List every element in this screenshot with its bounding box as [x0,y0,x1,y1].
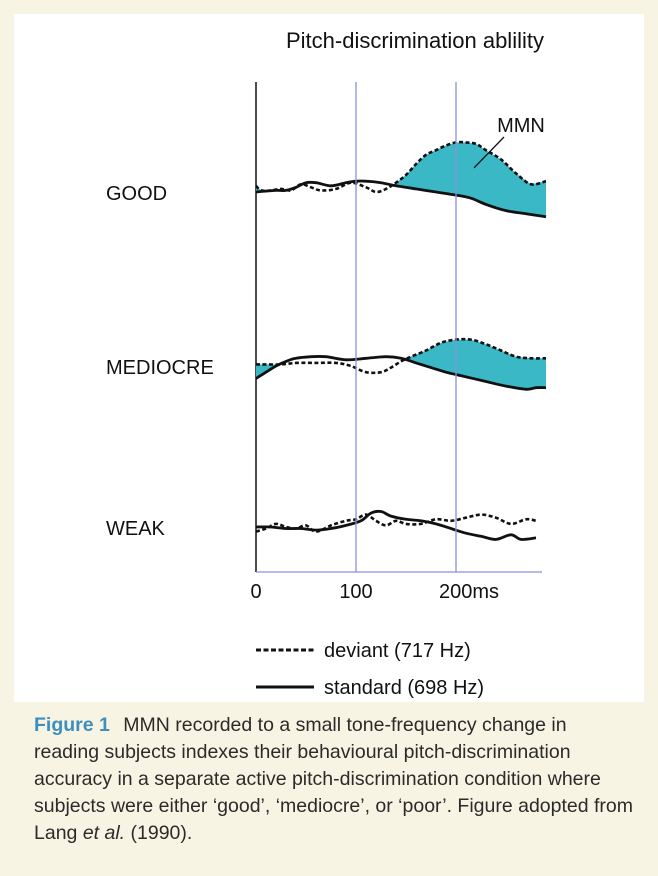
x-tick-label: 200ms [439,581,499,603]
erp-chart: Pitch-discrimination ablility GOOD MMN MED… [106,28,547,699]
panel-weak: WEAK [106,509,537,541]
caption-text: MMN recorded to a small tone-frequency c… [34,714,634,844]
figure-panel: Pitch-discrimination ablility GOOD MMN MED… [14,14,644,702]
group-label: MEDIOCRE [106,357,214,379]
figure-label: Figure 1 [34,714,110,736]
plot-layer: GOOD MMN MEDIOCRE WEAK 0 100 200ms [106,82,547,603]
figure-caption: Figure 1 MMN recorded to a small tone-fr… [34,712,634,847]
standard-curve [255,179,547,219]
mmn-annotation-label: MMN [497,115,545,137]
deviant-curve [255,140,547,194]
group-label: GOOD [106,183,167,205]
panel-mediocre: MEDIOCRE [106,337,547,391]
standard-curve [255,355,547,391]
panel-good: GOOD MMN [106,115,547,219]
deviant-curve [255,513,537,533]
mmn-shaded-area [256,339,546,390]
legend-label: deviant (717 Hz) [324,640,471,662]
x-tick-label: 100 [339,581,372,603]
x-tick-label: 0 [250,581,261,603]
legend-label: standard (698 Hz) [324,677,484,699]
standard-curve [255,509,537,541]
group-label: WEAK [106,518,166,540]
legend: deviant (717 Hz) standard (698 Hz) [256,640,484,699]
chart-title: Pitch-discrimination ablility [286,28,544,53]
mmn-annotation-pointer [473,136,505,169]
caption-text-end: (1990). [130,822,193,844]
caption-italic: et al. [82,822,126,844]
deviant-curve [256,337,547,375]
